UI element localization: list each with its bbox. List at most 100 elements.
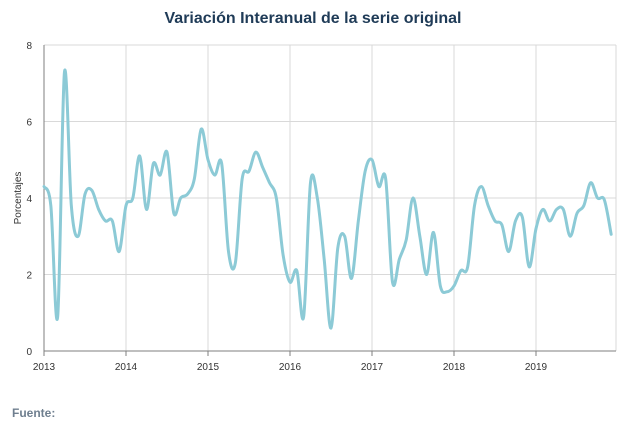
data-point bbox=[548, 220, 550, 222]
chart-title: Variación Interanual de la serie origina… bbox=[164, 10, 462, 27]
data-point bbox=[255, 151, 257, 153]
data-point bbox=[343, 235, 345, 237]
data-point bbox=[432, 231, 434, 233]
x-tick-label: 2019 bbox=[525, 362, 548, 373]
data-point bbox=[234, 262, 236, 264]
data-point bbox=[371, 159, 373, 161]
x-tick-label: 2015 bbox=[197, 362, 220, 373]
data-point bbox=[603, 199, 605, 201]
data-point bbox=[50, 204, 52, 206]
data-point bbox=[84, 193, 86, 195]
data-point bbox=[555, 208, 557, 210]
data-point bbox=[173, 212, 175, 214]
x-tick-label: 2014 bbox=[115, 362, 138, 373]
data-point bbox=[309, 182, 311, 184]
data-point bbox=[63, 71, 65, 73]
y-tick-label: 8 bbox=[26, 41, 32, 52]
data-point bbox=[610, 233, 612, 235]
data-point bbox=[179, 197, 181, 199]
data-point bbox=[589, 182, 591, 184]
data-point bbox=[77, 235, 79, 237]
data-point bbox=[289, 281, 291, 283]
y-tick-label: 4 bbox=[26, 194, 32, 205]
data-point bbox=[56, 315, 58, 317]
data-point bbox=[473, 204, 475, 206]
x-tick-label: 2018 bbox=[443, 362, 466, 373]
data-point bbox=[528, 266, 530, 268]
data-point bbox=[282, 254, 284, 256]
data-point bbox=[186, 193, 188, 195]
source-label: Fuente: bbox=[12, 406, 56, 420]
data-point bbox=[214, 174, 216, 176]
data-point bbox=[227, 250, 229, 252]
data-point bbox=[159, 174, 161, 176]
data-point bbox=[43, 185, 45, 187]
data-point bbox=[296, 269, 298, 271]
data-point bbox=[419, 235, 421, 237]
data-point bbox=[439, 285, 441, 287]
data-point bbox=[330, 327, 332, 329]
data-point bbox=[542, 208, 544, 210]
data-point bbox=[125, 204, 127, 206]
data-point bbox=[514, 220, 516, 222]
data-point bbox=[261, 166, 263, 168]
data-point bbox=[132, 197, 134, 199]
grid-lines bbox=[44, 44, 617, 351]
data-point bbox=[480, 185, 482, 187]
data-point bbox=[412, 197, 414, 199]
data-point bbox=[193, 178, 195, 180]
series-line bbox=[42, 68, 613, 330]
data-point bbox=[569, 235, 571, 237]
data-point bbox=[200, 128, 202, 130]
data-point bbox=[494, 220, 496, 222]
y-tick-label: 6 bbox=[26, 118, 32, 129]
data-point bbox=[275, 197, 277, 199]
data-point bbox=[145, 208, 147, 210]
data-point bbox=[220, 162, 222, 164]
data-point bbox=[268, 182, 270, 184]
tick-labels: 0 2 4 6 8 2013 2014 2015 2016 2017 2018 2019 bbox=[26, 41, 547, 373]
data-point bbox=[248, 170, 250, 172]
data-point bbox=[97, 208, 99, 210]
data-point bbox=[364, 170, 366, 172]
data-point bbox=[316, 197, 318, 199]
data-point bbox=[302, 315, 304, 317]
data-point bbox=[70, 204, 72, 206]
x-tick-label: 2016 bbox=[279, 362, 302, 373]
data-point bbox=[350, 277, 352, 279]
data-point bbox=[398, 258, 400, 260]
y-axis-label: Porcentajes bbox=[13, 172, 24, 225]
x-tick-label: 2017 bbox=[361, 362, 384, 373]
data-point bbox=[487, 204, 489, 206]
data-point bbox=[391, 281, 393, 283]
data-point bbox=[323, 258, 325, 260]
data-point bbox=[241, 178, 243, 180]
data-point bbox=[111, 220, 113, 222]
data-point bbox=[446, 291, 448, 293]
data-point bbox=[460, 269, 462, 271]
data-point bbox=[521, 216, 523, 218]
data-point bbox=[453, 285, 455, 287]
data-point bbox=[535, 227, 537, 229]
data-point bbox=[152, 162, 154, 164]
data-point bbox=[104, 220, 106, 222]
data-point bbox=[357, 220, 359, 222]
data-point bbox=[138, 155, 140, 157]
data-point bbox=[166, 151, 168, 153]
data-point bbox=[501, 224, 503, 226]
axes bbox=[43, 45, 616, 356]
data-point bbox=[562, 208, 564, 210]
y-tick-label: 0 bbox=[26, 347, 32, 358]
data-point bbox=[583, 204, 585, 206]
x-tick-label: 2013 bbox=[33, 362, 56, 373]
data-point bbox=[91, 189, 93, 191]
data-point bbox=[425, 273, 427, 275]
data-point bbox=[466, 266, 468, 268]
data-point bbox=[118, 250, 120, 252]
data-point bbox=[337, 247, 339, 249]
y-tick-label: 2 bbox=[26, 271, 32, 282]
data-point bbox=[596, 197, 598, 199]
data-point bbox=[207, 159, 209, 161]
data-point bbox=[384, 178, 386, 180]
